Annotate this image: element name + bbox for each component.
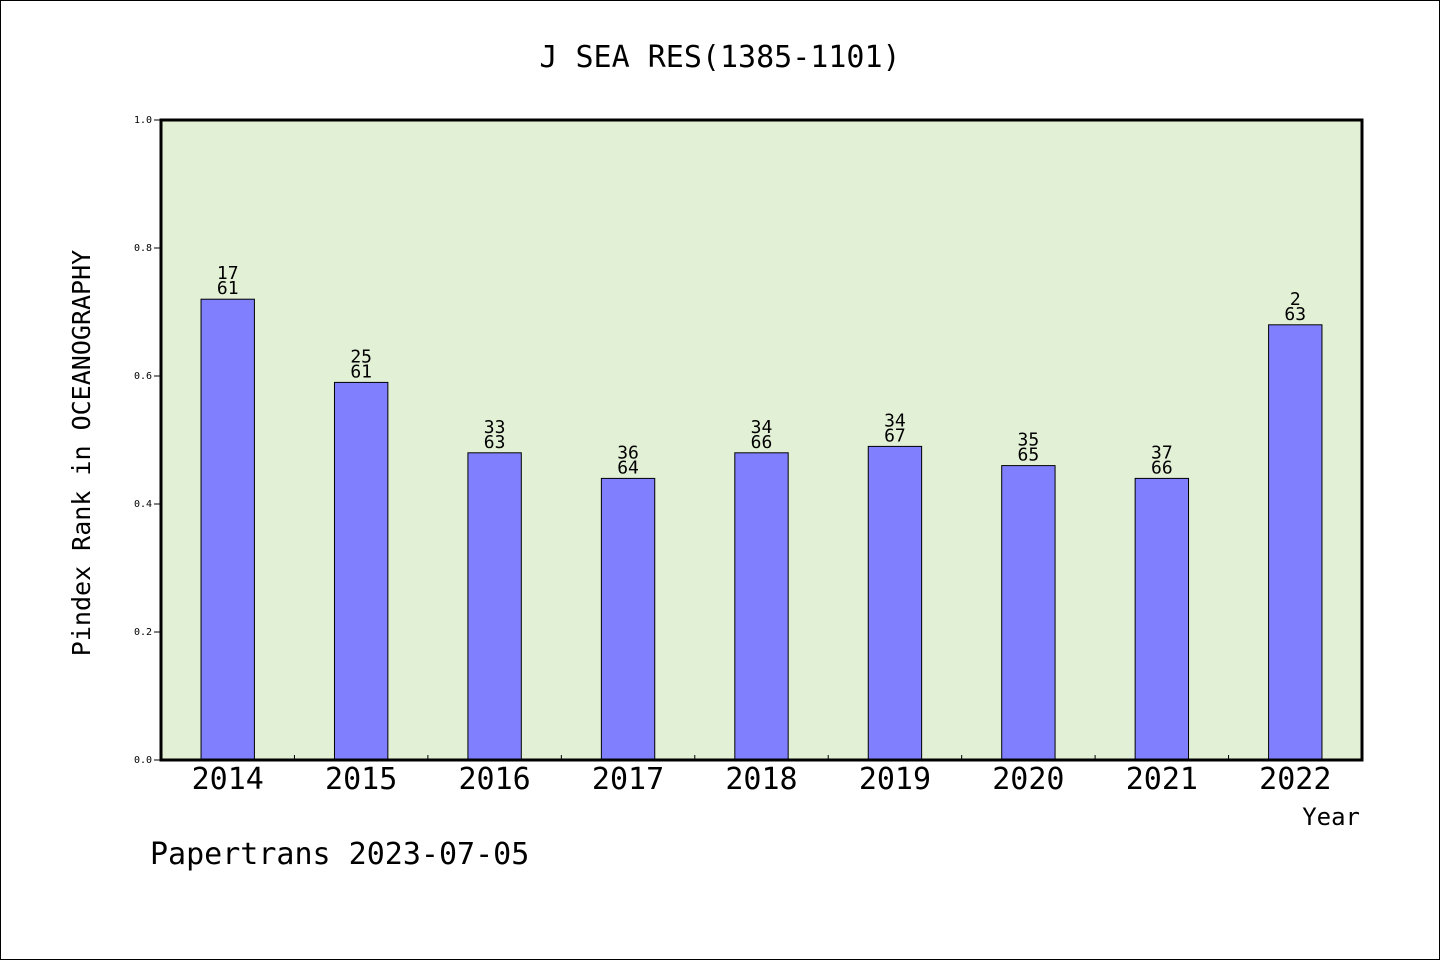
bar-total-label: 63 [484, 432, 506, 453]
bar-2016 [467, 452, 522, 761]
bar-total-label: 66 [1151, 457, 1173, 478]
bar-total-label: 65 [1018, 445, 1040, 466]
chart-title: J SEA RES(1385-1101) [539, 40, 900, 75]
bar-total-label: 67 [884, 425, 906, 446]
bar-2017 [600, 477, 656, 761]
bar-rank-label: 2 [1290, 289, 1301, 310]
bar-rank-label: 17 [217, 263, 239, 284]
bar-rank-label: 34 [884, 410, 906, 431]
x-axis-label: Year [1302, 803, 1360, 831]
bar-rank-label: 37 [1151, 442, 1173, 463]
x-tick-label: 2020 [992, 762, 1064, 797]
bar-rank-label: 33 [484, 417, 506, 438]
x-tick-label: 2014 [192, 762, 264, 797]
bar-2015 [333, 381, 389, 761]
bar-total-label: 63 [1284, 304, 1306, 325]
y-tick-label: 0.2 [134, 627, 152, 638]
bar-2022 [1268, 324, 1323, 761]
bar-rank-label: 35 [1018, 430, 1040, 451]
plot-border [159, 118, 1364, 762]
bar-rank-label: 25 [350, 346, 372, 367]
x-tick-label: 2022 [1259, 762, 1331, 797]
bar-total-label: 61 [217, 278, 239, 299]
bar-2018 [734, 452, 789, 761]
footer-text: Papertrans 2023-07-05 [150, 837, 529, 872]
x-tick-label: 2018 [725, 762, 797, 797]
y-tick-label: 0.4 [134, 499, 152, 510]
bar-total-label: 66 [751, 432, 773, 453]
x-tick-label: 2016 [458, 762, 530, 797]
x-tick-label: 2021 [1126, 762, 1198, 797]
y-tick-label: 0.6 [134, 371, 152, 382]
y-tick-label: 1.0 [134, 115, 152, 126]
x-tick-label: 2015 [325, 762, 397, 797]
bar-total-label: 64 [617, 457, 639, 478]
bar-total-label: 61 [350, 361, 372, 382]
bar-2019 [867, 445, 923, 761]
bar-2014 [200, 298, 255, 761]
bar-rank-label: 36 [617, 442, 639, 463]
x-tick-label: 2017 [592, 762, 664, 797]
bar-rank-label: 34 [751, 417, 773, 438]
x-tick-label: 2019 [859, 762, 931, 797]
bar-2020 [1001, 465, 1056, 761]
bar-2021 [1134, 477, 1190, 761]
y-tick-label: 0.8 [134, 243, 152, 254]
y-tick-label: 0.0 [134, 755, 152, 766]
y-axis-label: Pindex Rank in OCEANOGRAPHY [67, 250, 96, 656]
